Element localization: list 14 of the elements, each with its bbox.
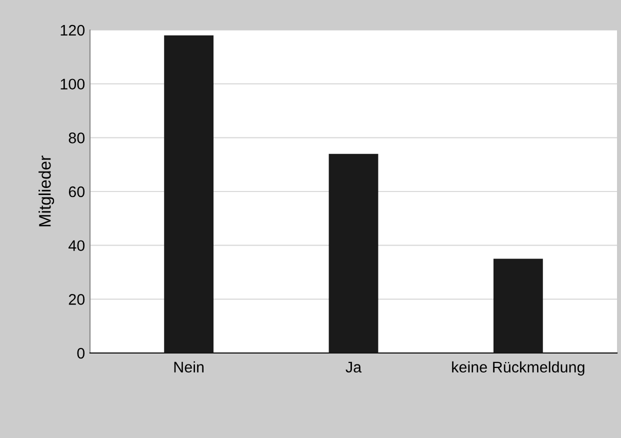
y-tick-label: 100 bbox=[60, 78, 85, 90]
y-tick-label: 80 bbox=[68, 132, 85, 144]
y-tick-label: 40 bbox=[68, 240, 85, 252]
y-tick-label: 60 bbox=[68, 186, 85, 198]
y-tick-label: 120 bbox=[60, 24, 85, 36]
x-tick-label: Ja bbox=[346, 362, 362, 373]
y-tick-label: 0 bbox=[77, 348, 85, 359]
bar bbox=[328, 154, 378, 353]
x-tick-label: keine Rückmeldung bbox=[452, 361, 584, 376]
y-axis-title: Mitglieder bbox=[38, 156, 54, 226]
y-tick-label: 20 bbox=[68, 294, 85, 305]
bar bbox=[164, 35, 214, 353]
x-tick-label: Nein bbox=[174, 361, 204, 373]
bar bbox=[493, 258, 543, 353]
